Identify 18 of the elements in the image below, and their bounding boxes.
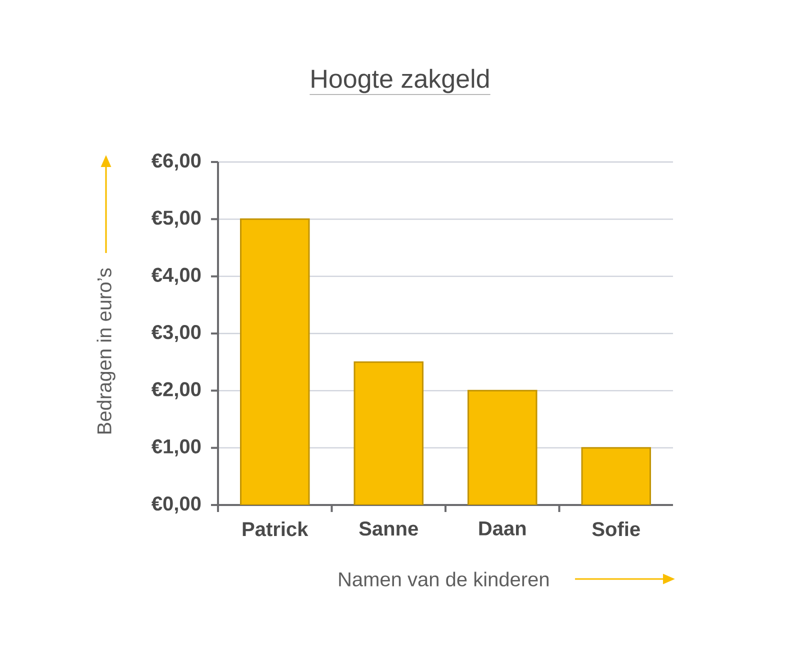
y-tick-label: €0,00 xyxy=(152,496,201,514)
y-tick-label: €6,00 xyxy=(152,153,201,171)
bar xyxy=(581,447,652,505)
y-tick-label: €5,00 xyxy=(152,210,201,228)
x-tick-label: Sanne xyxy=(359,522,418,536)
y-tick-label: €1,00 xyxy=(152,439,201,456)
x-tick-label: Sofie xyxy=(592,522,640,536)
y-axis-title: Bedragen in euro’s xyxy=(96,268,116,434)
y-tick-label: €4,00 xyxy=(152,268,201,285)
y-tick-label: €3,00 xyxy=(152,324,201,342)
chart-title: Hoogte zakgeld xyxy=(312,68,489,94)
x-axis-title: Namen van de kinderen xyxy=(339,572,549,586)
x-tick-label: Daan xyxy=(479,522,526,536)
x-tick-label: Patrick xyxy=(242,522,308,536)
bar xyxy=(468,390,538,505)
bar xyxy=(354,361,424,505)
y-tick-label: €2,00 xyxy=(152,382,201,400)
bar xyxy=(240,218,310,505)
